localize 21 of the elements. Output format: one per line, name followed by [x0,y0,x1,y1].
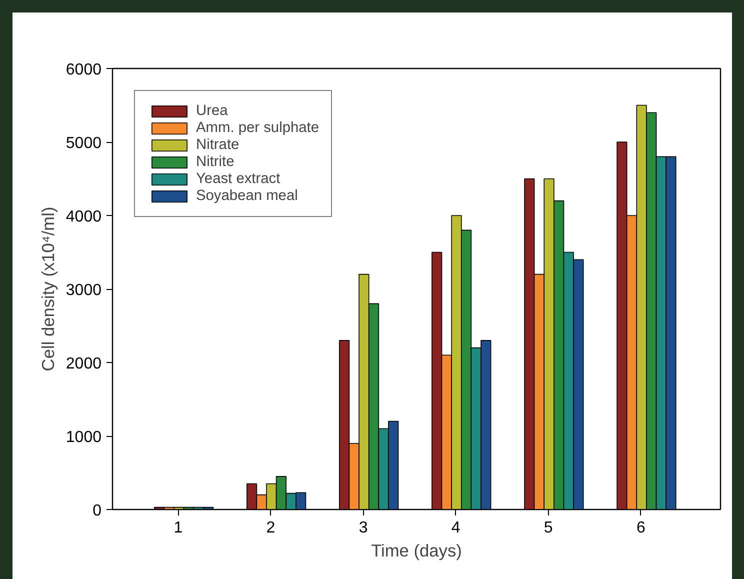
legend-label: Nitrate [196,137,240,153]
y-tick-label: 1000 [66,429,102,446]
legend-label: Nitrite [196,154,234,170]
x-tick-label: 6 [636,520,646,536]
x-tick-label: 5 [544,520,553,536]
y-tick-label: 2000 [66,356,102,372]
y-tick-label: 5000 [66,135,102,152]
x-axis-title: Time (days) [371,540,462,560]
y-axis-title: Cell density (x10⁴/ml) [38,206,58,372]
x-tick-label: 3 [358,520,368,536]
legend-label: Soyabean meal [196,188,298,204]
x-tick-label: 1 [174,520,183,536]
legend-label: Urea [196,103,228,119]
x-tick-label: 2 [266,520,276,536]
y-tick-label: 3000 [66,282,102,299]
y-tick-label: 4000 [66,208,102,226]
legend-label: Yeast extract [196,171,280,187]
legend-label: Amm. per sulphate [196,120,320,136]
y-tick-label: 6000 [66,62,102,78]
x-tick-label: 4 [451,520,460,536]
y-tick-label: 0 [92,502,102,520]
